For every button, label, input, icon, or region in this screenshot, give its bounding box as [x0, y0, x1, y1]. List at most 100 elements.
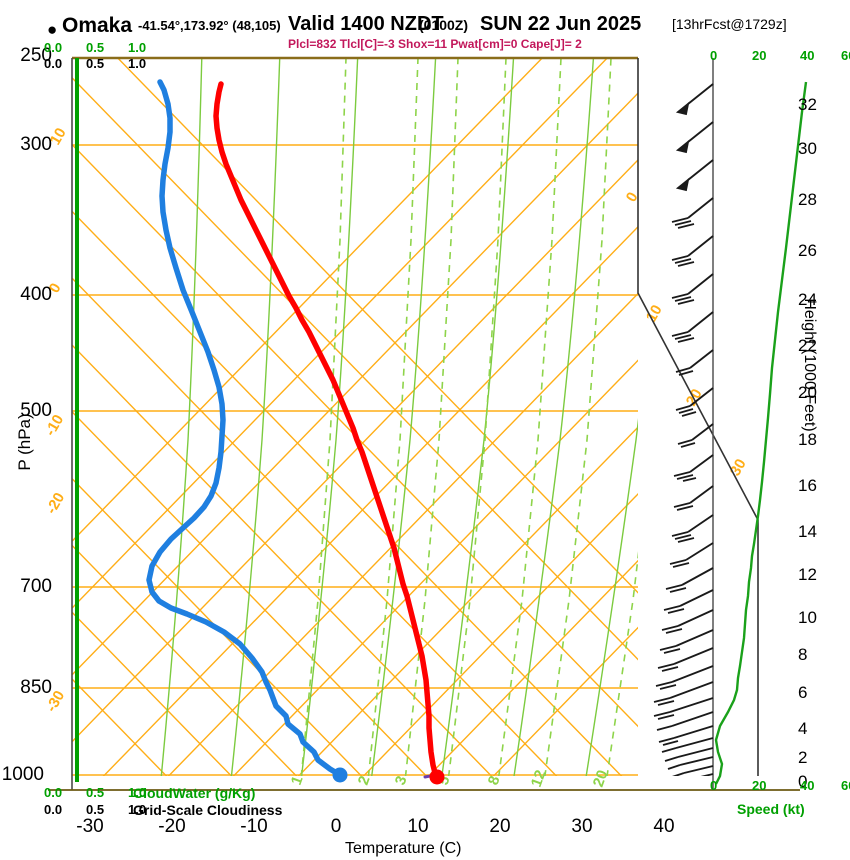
- height-tick-2: 2: [798, 748, 808, 767]
- cloudiness-tick-bottom-0.5: 0.5: [86, 802, 105, 817]
- cloudwater-tick-bottom-0.5: 0.5: [86, 785, 105, 800]
- speed-tick-bottom-60: 60: [841, 778, 850, 793]
- wind-barb: [661, 737, 714, 753]
- svg-text:20: 20: [590, 768, 612, 789]
- cloudwater-tick-top-0: 0.0: [44, 40, 63, 55]
- height-tick-4: 4: [798, 719, 808, 738]
- temperature-tick-0: 0: [330, 816, 342, 837]
- height-tick-20: 20: [798, 383, 817, 402]
- temperature-axis-label: Temperature (C): [345, 840, 462, 857]
- svg-text:10: 10: [47, 125, 70, 148]
- cloudwater-tick-bottom-0: 0.0: [44, 785, 63, 800]
- speed-axis-label: Speed (kt): [737, 801, 805, 817]
- cloudwater-tick-bottom-1.0: 1.0: [128, 785, 147, 800]
- cloudwater-tick-top-0.5: 0.5: [86, 40, 105, 55]
- wind-barb: [671, 514, 714, 543]
- wind-barb: [675, 387, 714, 417]
- wind-barb: [664, 747, 714, 762]
- pressure-tick-300: 300: [20, 134, 52, 155]
- temperature-tick-10: 10: [407, 816, 429, 837]
- wind-barb: [653, 681, 714, 706]
- station-marker-dot: ●: [47, 20, 58, 39]
- svg-text:10: 10: [643, 302, 666, 325]
- wind-barb: [669, 542, 714, 568]
- station-name: Omaka: [62, 14, 133, 37]
- temperature-tick--10: -10: [240, 816, 268, 837]
- wind-barb: [671, 197, 714, 229]
- cloudwater-axis-label: CloudWater (g/Kg): [133, 785, 256, 801]
- svg-text:12: 12: [528, 768, 550, 789]
- height-tick-18: 18: [798, 430, 817, 449]
- svg-text:1: 1: [288, 774, 307, 788]
- wind-barb: [658, 725, 714, 746]
- mixing-ratio-lines: [300, 58, 638, 776]
- height-tick-22: 22: [798, 336, 817, 355]
- wind-barb: [677, 423, 714, 448]
- wind-barb: [657, 647, 714, 672]
- valid-time: Valid 1400 NZDT: [288, 13, 444, 35]
- svg-text:-20: -20: [43, 490, 69, 517]
- wind-barb: [673, 485, 714, 511]
- height-tick-30: 30: [798, 139, 817, 158]
- wind-barb: [659, 629, 714, 654]
- isobar-lines: [72, 144, 638, 776]
- wind-barb: [656, 711, 714, 731]
- temperature-tick-30: 30: [571, 816, 593, 837]
- cloudiness-tick-top-0.5: 0.5: [86, 56, 105, 71]
- wind-speed-trace: [714, 81, 808, 785]
- height-tick-26: 26: [798, 241, 817, 260]
- dewpoint-curve: [146, 79, 343, 778]
- wind-barb: [671, 235, 714, 267]
- wind-barb: [671, 311, 714, 343]
- cloudiness-tick-bottom-1.0: 1.0: [128, 802, 147, 817]
- height-tick-10: 10: [798, 608, 817, 627]
- temperature-curve: [213, 81, 439, 780]
- wind-barb: [667, 756, 714, 770]
- forecast-hour: [13hrFcst@1729z]: [672, 16, 787, 32]
- temperature-tick--20: -20: [158, 816, 186, 837]
- pressure-axis-label: P (hPa): [15, 413, 34, 471]
- height-tick-6: 6: [798, 683, 808, 702]
- height-tick-16: 16: [798, 476, 817, 495]
- temperature-tick--30: -30: [76, 816, 104, 837]
- wind-barb: [673, 454, 714, 482]
- speed-tick-top-20: 20: [752, 48, 767, 63]
- valid-time-zulu: (0100Z): [419, 17, 469, 33]
- cloudiness-tick-top-0: 0.0: [44, 56, 63, 71]
- wind-barbs: [653, 83, 714, 776]
- height-tick-14: 14: [798, 522, 817, 541]
- speed-tick-top-40: 40: [800, 48, 815, 63]
- wind-barb: [700, 773, 714, 776]
- valid-date: SUN 22 Jun 2025: [480, 13, 642, 35]
- wind-barb: [665, 567, 714, 593]
- speed-tick-bottom-40: 40: [800, 778, 815, 793]
- pressure-tick-500: 500: [20, 400, 52, 421]
- svg-text:3: 3: [392, 774, 411, 788]
- temperature-tick-20: 20: [489, 816, 511, 837]
- pressure-tick-1000: 1000: [1, 764, 44, 785]
- wind-barb: [675, 121, 714, 154]
- height-tick-12: 12: [798, 565, 817, 584]
- height-tick-24: 24: [798, 290, 817, 309]
- pressure-tick-850: 850: [20, 677, 52, 698]
- height-tick-32: 32: [798, 95, 817, 114]
- wind-barb: [675, 349, 714, 376]
- speed-tick-top-0: 0: [710, 48, 718, 63]
- svg-text:20: 20: [683, 386, 706, 409]
- plot-right-boundary: [637, 58, 759, 776]
- height-tick-0: 0: [798, 772, 808, 791]
- cloudiness-tick-top-1.0: 1.0: [128, 56, 147, 71]
- height-tick-8: 8: [798, 645, 808, 664]
- wind-barb: [655, 665, 714, 690]
- wind-barb: [675, 159, 714, 192]
- cloudiness-axis-label: Grid-Scale Cloudiness: [133, 802, 283, 818]
- cloudiness-tick-bottom-0: 0.0: [44, 802, 63, 817]
- wind-barb: [661, 609, 714, 634]
- pressure-tick-250: 250: [20, 45, 52, 66]
- isotherm-labels: 10 0 -10 -20 -30 0 10 20 30: [42, 125, 750, 715]
- dewpoint-surface-dot: [332, 767, 348, 783]
- wind-barb: [671, 273, 714, 305]
- speed-tick-bottom-20: 20: [752, 778, 767, 793]
- temperature-tick-40: 40: [653, 816, 675, 837]
